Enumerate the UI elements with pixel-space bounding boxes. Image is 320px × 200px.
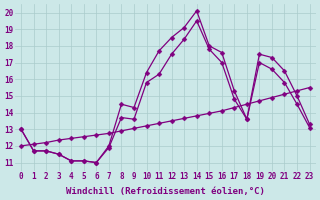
X-axis label: Windchill (Refroidissement éolien,°C): Windchill (Refroidissement éolien,°C)	[66, 187, 265, 196]
